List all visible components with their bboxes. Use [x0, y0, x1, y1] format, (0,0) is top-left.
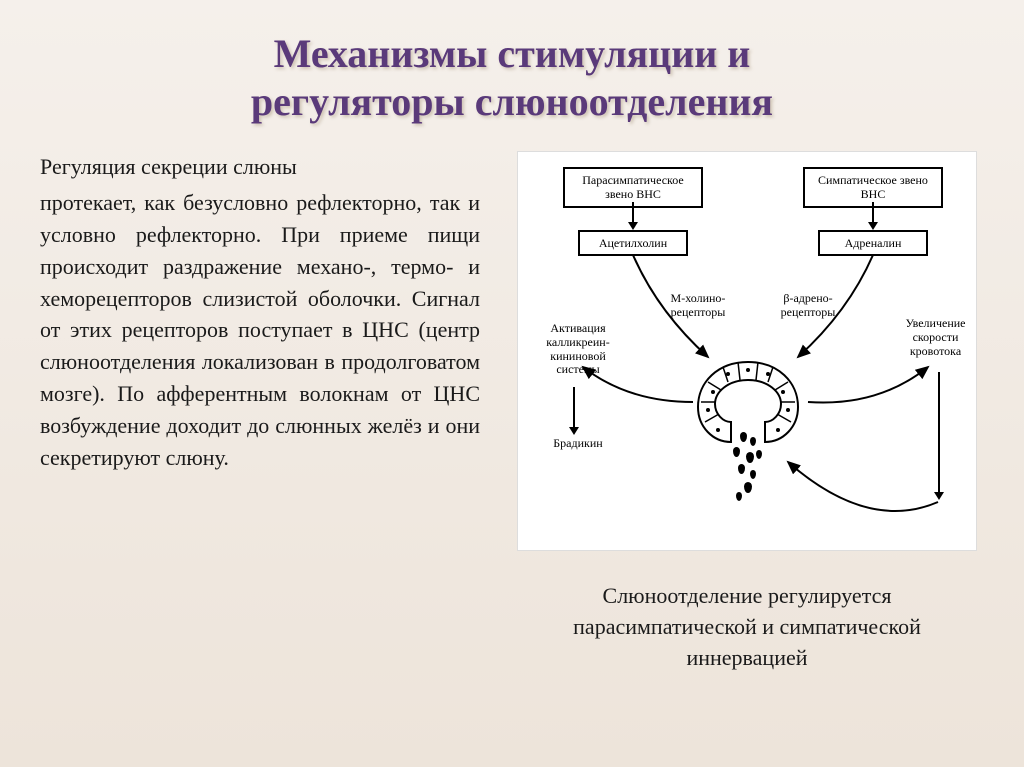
arrow-sym-adr	[872, 202, 874, 222]
saliva-drop	[733, 447, 740, 457]
content-area: Регуляция секреции слюны протекает, как …	[40, 151, 984, 673]
label-bloodflow: Увеличение скорости кровотока	[898, 317, 973, 358]
saliva-drop	[756, 450, 762, 459]
body-text-column: Регуляция секреции слюны протекает, как …	[40, 151, 480, 673]
saliva-drop	[744, 482, 752, 493]
saliva-drop	[750, 470, 756, 479]
diagram-caption: Слюноотделение регулируется парасимпатич…	[510, 581, 984, 673]
body-paragraph: протекает, как безусловно рефлекторно, т…	[40, 187, 480, 474]
box-adr: Адреналин	[818, 230, 928, 256]
label-b-receptor: β-адрено-рецепторы	[768, 292, 848, 320]
box-ach: Ацетилхолин	[578, 230, 688, 256]
body-lead: Регуляция секреции слюны	[40, 151, 480, 183]
title-line2: регуляторы слюноотделения	[251, 79, 773, 124]
diagram-column: Парасимпатическое звено ВНС Симпатическо…	[510, 151, 984, 673]
regulation-diagram: Парасимпатическое звено ВНС Симпатическо…	[517, 151, 977, 551]
title-line1: Механизмы стимуляции и	[274, 31, 751, 76]
saliva-drop	[738, 464, 745, 474]
arrow-bloodflow-down	[938, 372, 940, 492]
saliva-drop	[736, 492, 742, 501]
label-bradykinin: Брадикин	[533, 437, 623, 451]
saliva-drop	[746, 452, 754, 463]
label-m-receptor: М-холино-рецепторы	[658, 292, 738, 320]
arrow-activation-brady	[573, 387, 575, 427]
arrow-parasym-ach	[632, 202, 634, 222]
acinus-illustration	[693, 352, 803, 452]
label-activation: Активация калликреин-кининовой системы	[528, 322, 628, 377]
page-title: Механизмы стимуляции и регуляторы слюноо…	[40, 30, 984, 126]
